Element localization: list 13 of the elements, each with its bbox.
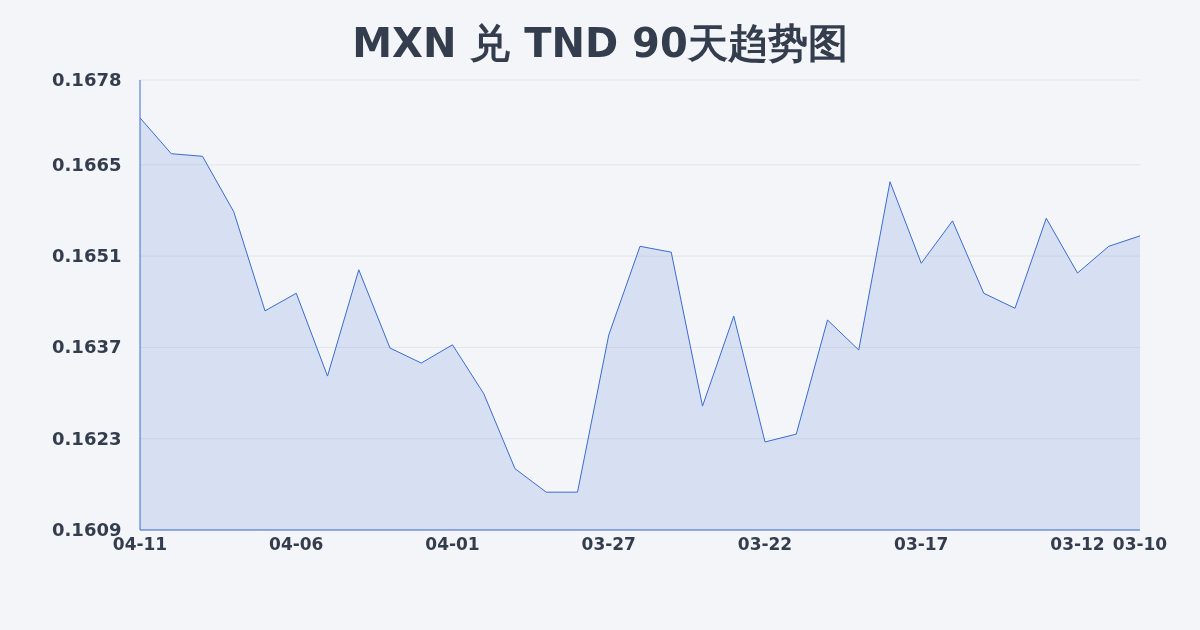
y-tick-label: 0.1678 [52,69,122,90]
x-tick-label: 04-06 [269,534,324,555]
y-tick-label: 0.1651 [52,245,122,267]
y-tick-label: 0.1665 [52,153,122,175]
x-tick-label: 03-17 [894,534,949,555]
x-tick-label: 03-10 [1112,534,1168,555]
x-tick-label: 03-12 [1050,534,1105,555]
x-tick-label: 03-22 [737,534,793,555]
x-tick-label: 04-01 [425,534,480,555]
x-tick-label: 03-27 [581,534,636,555]
chart-title: MXN 兑 TND 90天趋势图 [352,20,848,66]
y-tick-label: 0.1637 [52,336,122,358]
y-tick-label: 0.1623 [52,427,122,449]
